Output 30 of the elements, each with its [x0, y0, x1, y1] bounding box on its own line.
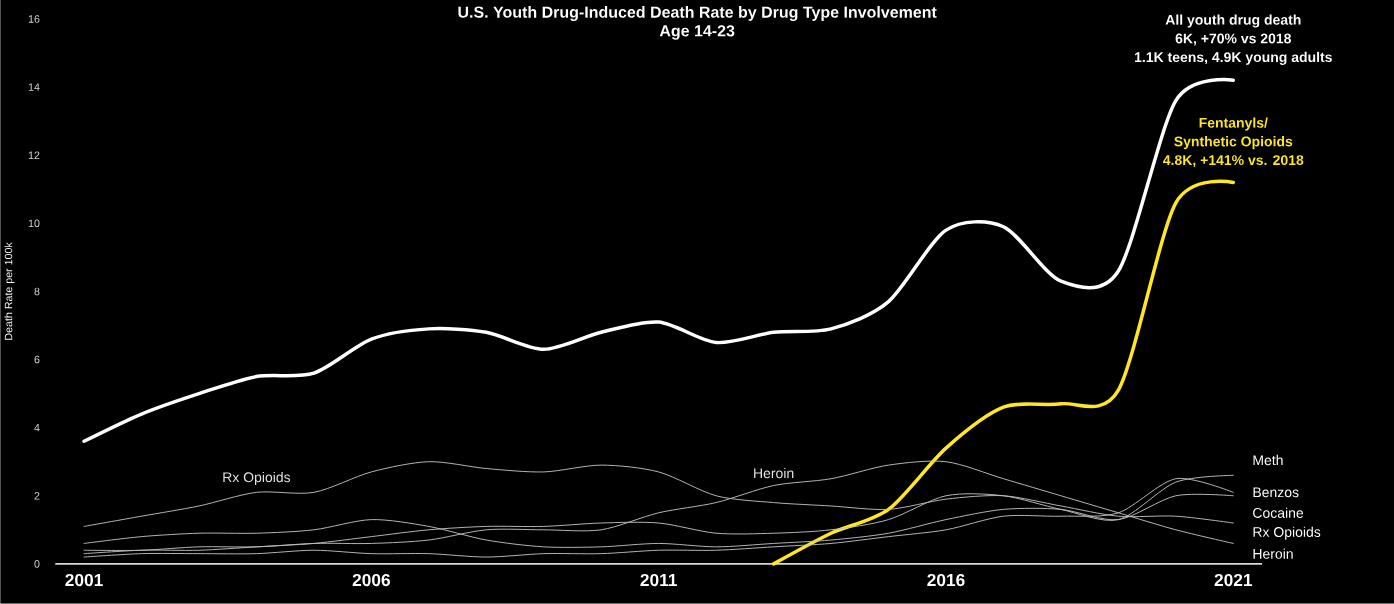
x-tick-label: 2021 [1214, 573, 1253, 587]
chart-title: U.S. Youth Drug-Induced Death Rate by Drug Type Involvement [458, 6, 937, 22]
series-label: Cocaine [1253, 507, 1304, 518]
y-axis-title: Death Rate per 100k [4, 242, 15, 340]
annotation: Heroin [754, 467, 794, 479]
chart-subtitle: Age 14-23 [659, 25, 735, 40]
y-tick-label: 4 [34, 424, 40, 432]
series-label: Rx Opioids [1253, 526, 1321, 540]
y-tick-label: 10 [28, 219, 40, 228]
series-label: Benzos [1253, 487, 1299, 498]
annotation: Rx Opioids [223, 472, 291, 486]
y-tick-label: 8 [34, 287, 40, 296]
x-tick-label: 2016 [927, 573, 965, 587]
y-tick-label: 16 [28, 15, 40, 23]
x-tick-label: 2006 [352, 573, 390, 587]
y-tick-label: 0 [34, 560, 40, 568]
annotation: Fentanyls/ [1199, 117, 1268, 131]
annotation: 6K, +70% vs 2018 [1175, 33, 1291, 46]
y-tick-label: 14 [28, 83, 40, 91]
y-tick-label: 2 [34, 492, 40, 500]
y-tick-label: 12 [28, 151, 40, 159]
y-tick-label: 6 [34, 355, 40, 364]
annotation: 1.1K teens, 4.9K young adults [1135, 51, 1332, 65]
series-label: Heroin [1253, 548, 1293, 559]
annotation: Synthetic Opioids [1174, 136, 1293, 150]
annotation: 4.8K, +141% vs. 2018 [1163, 155, 1304, 168]
annotation: All youth drug death [1165, 14, 1301, 28]
series-label: Meth [1253, 454, 1283, 466]
x-tick-label: 2011 [640, 573, 677, 587]
x-tick-label: 2001 [65, 573, 103, 587]
